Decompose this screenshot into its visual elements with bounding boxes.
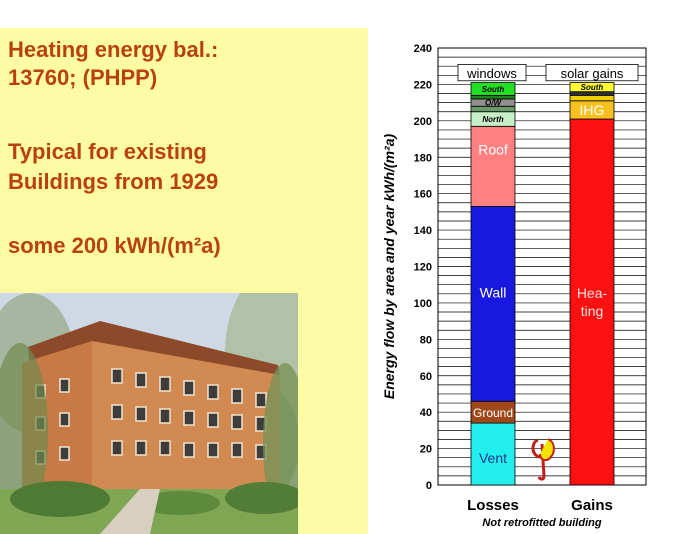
demand-heading: some 200 kWh/(m²a) <box>8 233 221 258</box>
building-photo <box>0 293 298 534</box>
bar-segment <box>569 91 615 96</box>
y-tick-label: 160 <box>414 189 432 201</box>
y-tick-label: 180 <box>414 152 432 164</box>
bar-segment-label: North <box>482 115 503 124</box>
category-label: Losses <box>467 497 519 514</box>
group-label-box <box>545 63 639 82</box>
passive-house-logo-icon <box>531 438 555 481</box>
typical-heading-line1: Typical for existing <box>8 139 207 164</box>
y-tick-label: 40 <box>420 407 432 419</box>
balance-heading-line1: Heating energy bal.: <box>8 37 219 62</box>
bar-segment-label: South <box>581 83 604 92</box>
group-label-box <box>457 63 527 82</box>
bar-segment-label: Wall <box>480 284 507 300</box>
bar-segment <box>569 118 615 486</box>
y-tick-label: 140 <box>414 225 432 237</box>
balance-heading-line2: 13760; (PHPP) <box>8 65 158 90</box>
y-tick-label: 120 <box>414 262 432 274</box>
bar-segment-label: Vent <box>479 450 507 466</box>
bar-segment <box>470 82 516 96</box>
grid-lines <box>437 47 647 486</box>
bar-segment <box>470 125 516 207</box>
bar-segment-label: Hea- <box>577 285 608 301</box>
bar-segment <box>470 206 516 402</box>
bar-segment-label: O/W <box>485 98 502 107</box>
bar-segment-label: ting <box>581 303 604 319</box>
bar-segment <box>569 82 615 93</box>
group-label: windows <box>466 66 517 81</box>
typical-heading-line2: Buildings from 1929 <box>8 169 219 194</box>
bar-segment <box>569 94 615 102</box>
y-tick-label: 0 <box>426 480 432 492</box>
y-axis: 0 20 40 60 80 100 120 140 160 180 200 220 240 Energy … <box>381 43 432 492</box>
stacked-bars <box>470 82 615 486</box>
y-tick-label: 240 <box>414 43 432 55</box>
y-tick-label: 220 <box>414 79 432 91</box>
y-axis-title: Energy flow by area and year kWh/(m²a) <box>381 134 397 400</box>
group-label: solar gains <box>561 66 624 81</box>
bar-segment <box>470 422 516 486</box>
chart-panel <box>368 28 677 534</box>
y-tick-label: 80 <box>420 334 432 346</box>
category-label: Gains <box>571 497 613 514</box>
bar-segment-label: IHG <box>580 102 605 118</box>
y-tick-label: 100 <box>414 298 432 310</box>
y-tick-label: 60 <box>420 371 432 383</box>
bar-segment-label: South <box>482 85 505 94</box>
y-tick-label: 200 <box>414 116 432 128</box>
chart-labels: Vent Ground Wall Roof North O/W South Hea-ting I… <box>457 63 639 529</box>
y-tick-label: 20 <box>420 444 432 456</box>
bar-segment-label: Ground <box>473 406 513 420</box>
plot-frame <box>437 47 647 486</box>
energy-balance-chart: 0 20 40 60 80 100 120 140 160 180 200 220 240 Energy … <box>381 43 647 529</box>
x-caption: Not retrofitted building <box>482 517 601 529</box>
bar-segment-label: Roof <box>478 141 508 157</box>
